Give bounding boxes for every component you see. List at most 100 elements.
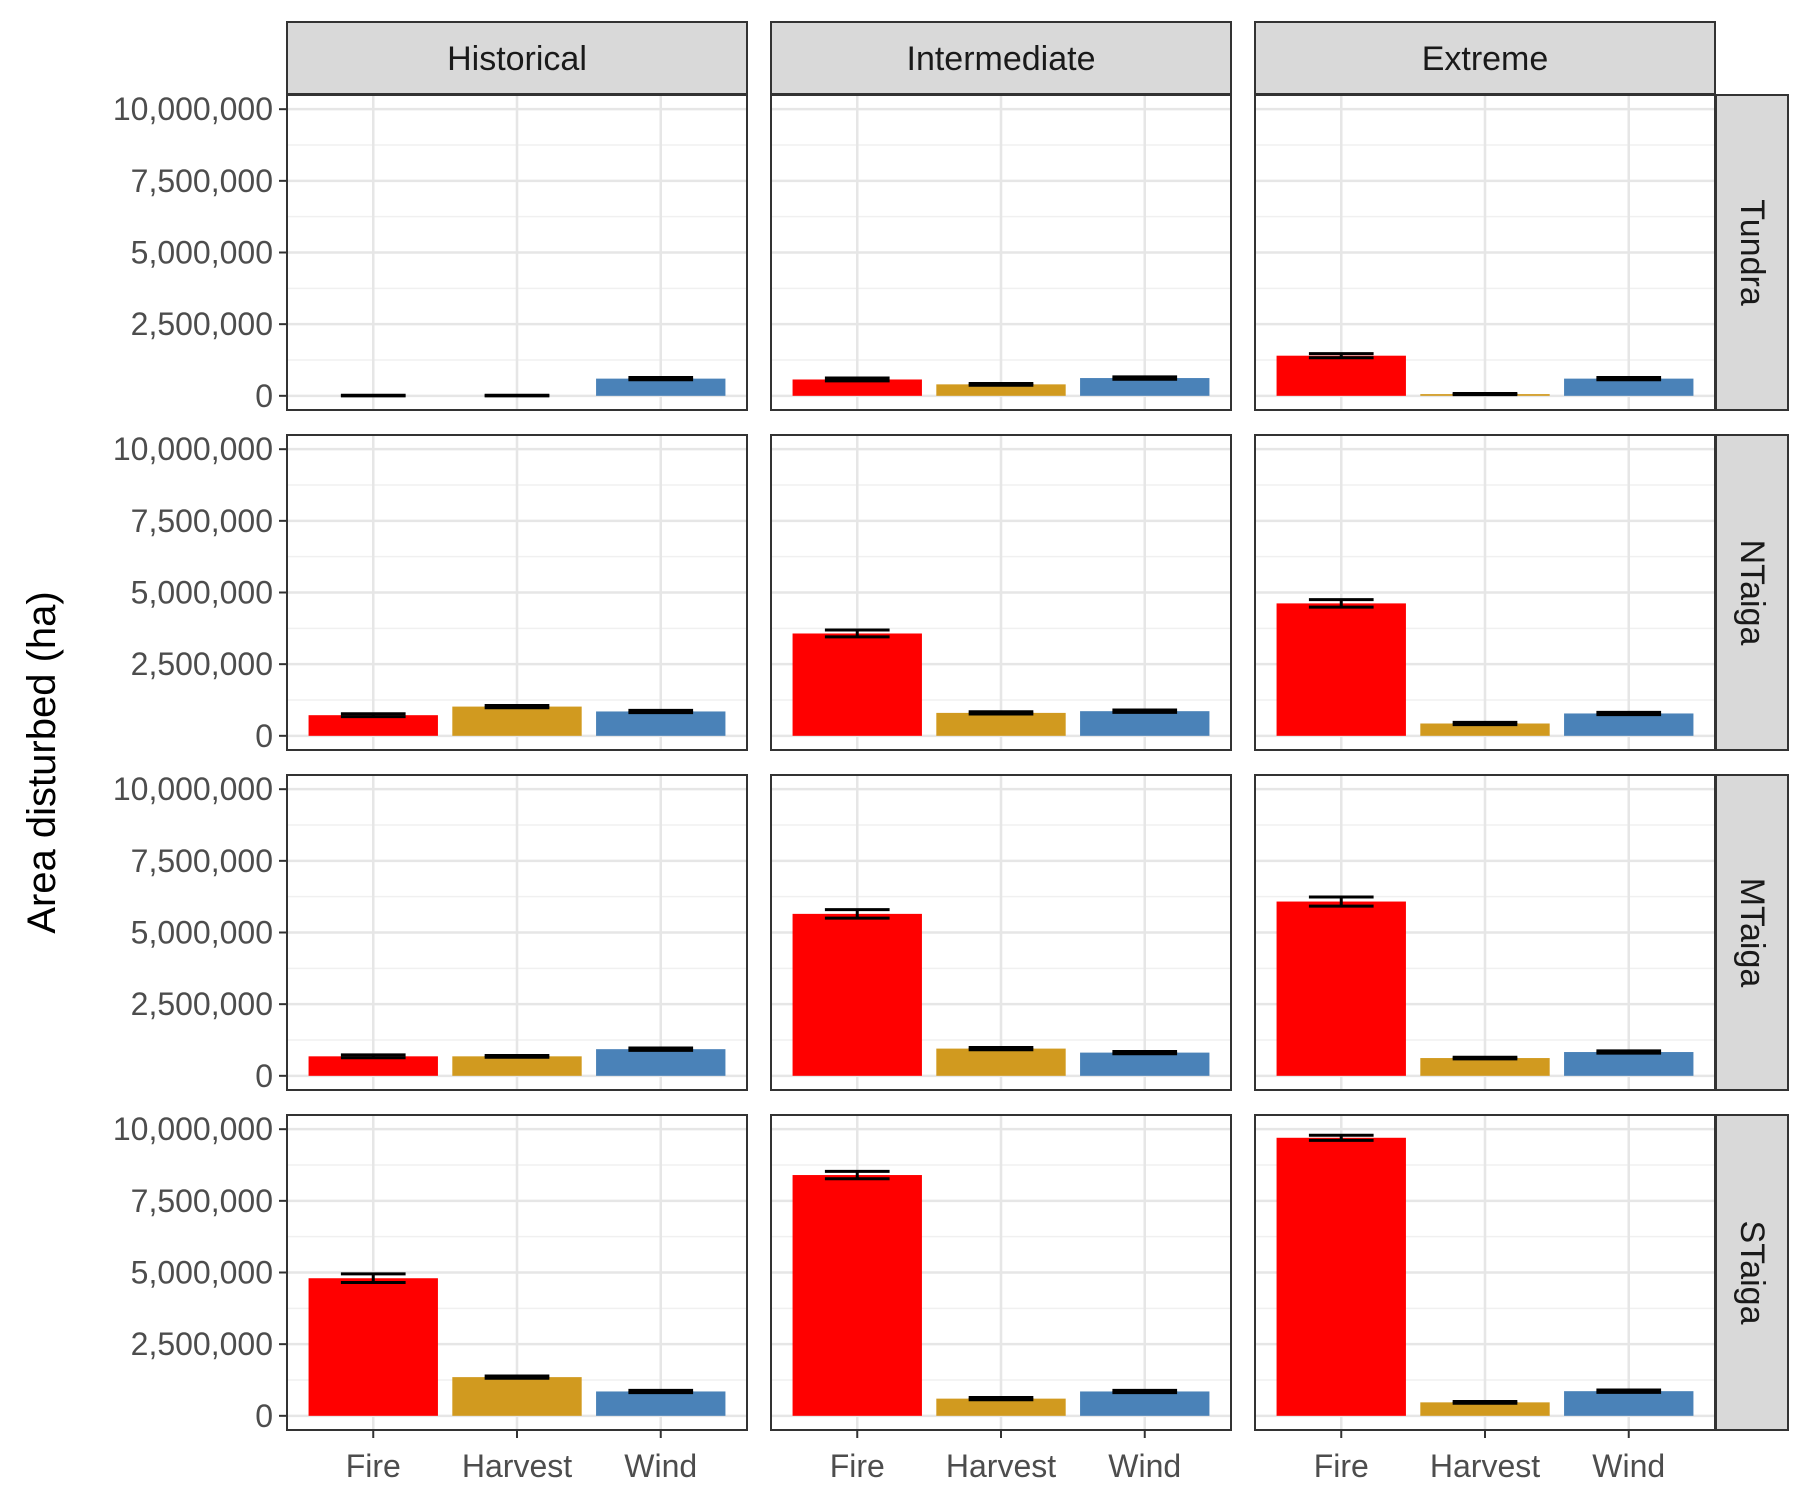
y-tick-label: 10,000,000 bbox=[113, 1111, 273, 1147]
error-bar-fire bbox=[824, 628, 890, 639]
y-tick-label: 10,000,000 bbox=[113, 771, 273, 807]
error-bar-harvest bbox=[484, 1053, 550, 1059]
y-axis-staiga: 0 2,500,000 5,000,000 7,500,000 10,000,000 bbox=[113, 1111, 287, 1434]
x-tick-label: Wind bbox=[1108, 1448, 1181, 1484]
error-bar-wind bbox=[628, 1046, 694, 1052]
column-strip-background bbox=[1254, 21, 1716, 95]
bar-harvest bbox=[936, 712, 1066, 736]
x-axis-extreme: Fire Harvest Wind bbox=[1314, 1430, 1665, 1484]
y-tick-label: 2,500,000 bbox=[131, 986, 273, 1022]
x-tick-label: Harvest bbox=[1430, 1448, 1540, 1484]
panel-tundra-historical bbox=[286, 94, 748, 411]
x-tick-label: Harvest bbox=[462, 1448, 572, 1484]
panel-staiga-historical bbox=[286, 1114, 748, 1431]
error-bar-wind bbox=[1596, 710, 1662, 717]
bar-wind bbox=[1080, 711, 1210, 736]
bar-wind bbox=[1564, 1391, 1694, 1416]
error-bar-harvest bbox=[968, 1045, 1034, 1052]
y-tick-label: 2,500,000 bbox=[131, 306, 273, 342]
column-strip-label: Extreme bbox=[1422, 40, 1549, 78]
error-bar-fire bbox=[824, 1169, 890, 1181]
column-strip-historical: Historical bbox=[286, 21, 748, 95]
bar-wind bbox=[1564, 1052, 1694, 1076]
y-axis-ntaiga: 0 2,500,000 5,000,000 7,500,000 10,000,000 bbox=[113, 431, 287, 754]
error-bar-harvest bbox=[484, 393, 550, 398]
error-bar-harvest bbox=[968, 710, 1034, 716]
bar-wind bbox=[1564, 378, 1694, 396]
y-tick-label: 7,500,000 bbox=[131, 1183, 273, 1219]
bar-harvest bbox=[452, 1056, 582, 1076]
bar-wind bbox=[596, 378, 726, 396]
bar-harvest bbox=[452, 706, 582, 736]
panel-staiga-intermediate bbox=[770, 1114, 1232, 1431]
panel-ntaiga-historical bbox=[286, 434, 748, 751]
error-bar-wind bbox=[628, 708, 694, 715]
error-bar-wind bbox=[628, 1388, 694, 1395]
panel-border bbox=[1254, 94, 1716, 411]
panel-border bbox=[1254, 434, 1716, 751]
error-bar-fire bbox=[340, 393, 406, 398]
error-bar-wind bbox=[1596, 1388, 1662, 1394]
row-strip-label: MTaiga bbox=[1733, 878, 1771, 988]
bar-wind bbox=[1564, 713, 1694, 736]
x-tick-label: Fire bbox=[346, 1448, 401, 1484]
error-bar-harvest bbox=[968, 1395, 1034, 1402]
bar-fire bbox=[1276, 901, 1406, 1076]
y-tick-label: 7,500,000 bbox=[131, 843, 273, 879]
bar-wind bbox=[1080, 1052, 1210, 1076]
bar-harvest bbox=[1420, 723, 1550, 736]
y-axis-mtaiga: 0 2,500,000 5,000,000 7,500,000 10,000,000 bbox=[113, 771, 287, 1094]
bar-fire bbox=[308, 1278, 438, 1416]
bar-fire bbox=[1276, 355, 1406, 396]
bar-wind bbox=[1080, 378, 1210, 396]
bar-harvest bbox=[1420, 1402, 1550, 1416]
x-tick-label: Fire bbox=[1314, 1448, 1369, 1484]
y-tick-label: 7,500,000 bbox=[131, 503, 273, 539]
panel-border bbox=[1254, 774, 1716, 1091]
y-tick-label: 10,000,000 bbox=[113, 91, 273, 127]
error-bar-wind bbox=[1112, 1049, 1178, 1056]
y-tick-label: 5,000,000 bbox=[131, 915, 273, 951]
error-bar-fire bbox=[1308, 895, 1374, 908]
error-bar-wind bbox=[628, 375, 694, 382]
error-bar-harvest bbox=[1452, 720, 1518, 727]
row-strip-label: Tundra bbox=[1733, 199, 1771, 306]
x-axis-intermediate: Fire Harvest Wind bbox=[830, 1430, 1181, 1484]
panel-tundra-intermediate bbox=[770, 94, 1232, 411]
y-tick-label: 5,000,000 bbox=[131, 1255, 273, 1291]
y-tick-label: 10,000,000 bbox=[113, 431, 273, 467]
y-tick-label: 0 bbox=[255, 1398, 273, 1434]
error-bar-fire bbox=[1308, 352, 1374, 360]
y-axis-title: Area disturbed (ha) bbox=[20, 591, 64, 933]
error-bar-wind bbox=[1112, 708, 1178, 714]
error-bar-fire bbox=[340, 1053, 406, 1060]
y-tick-label: 2,500,000 bbox=[131, 646, 273, 682]
y-tick-label: 5,000,000 bbox=[131, 235, 273, 271]
y-axis-tundra: 0 2,500,000 5,000,000 7,500,000 10,000,000 bbox=[113, 91, 287, 414]
error-bar-fire bbox=[1308, 1133, 1374, 1142]
x-tick-label: Harvest bbox=[946, 1448, 1056, 1484]
y-tick-label: 0 bbox=[255, 718, 273, 754]
bar-fire bbox=[792, 1175, 922, 1416]
bar-wind bbox=[1080, 1391, 1210, 1416]
bar-fire bbox=[792, 913, 922, 1076]
panel-mtaiga-historical bbox=[286, 774, 748, 1091]
panel-mtaiga-intermediate bbox=[770, 774, 1232, 1091]
bar-fire bbox=[308, 1056, 438, 1076]
row-strip-tundra: Tundra bbox=[1715, 94, 1789, 411]
x-axis-historical: Fire Harvest Wind bbox=[346, 1430, 697, 1484]
error-bar-wind bbox=[1112, 375, 1178, 381]
y-tick-label: 5,000,000 bbox=[131, 575, 273, 611]
error-bar-fire bbox=[340, 1272, 406, 1285]
x-tick-label: Wind bbox=[1592, 1448, 1665, 1484]
bar-harvest bbox=[452, 1377, 582, 1416]
error-bar-harvest bbox=[484, 1374, 550, 1380]
bar-wind bbox=[596, 711, 726, 736]
bar-harvest bbox=[936, 1048, 1066, 1076]
row-strip-label: STaiga bbox=[1733, 1221, 1771, 1325]
bar-fire bbox=[792, 379, 922, 396]
error-bar-wind bbox=[1112, 1388, 1178, 1395]
bar-fire bbox=[792, 633, 922, 736]
bar-fire bbox=[308, 715, 438, 736]
